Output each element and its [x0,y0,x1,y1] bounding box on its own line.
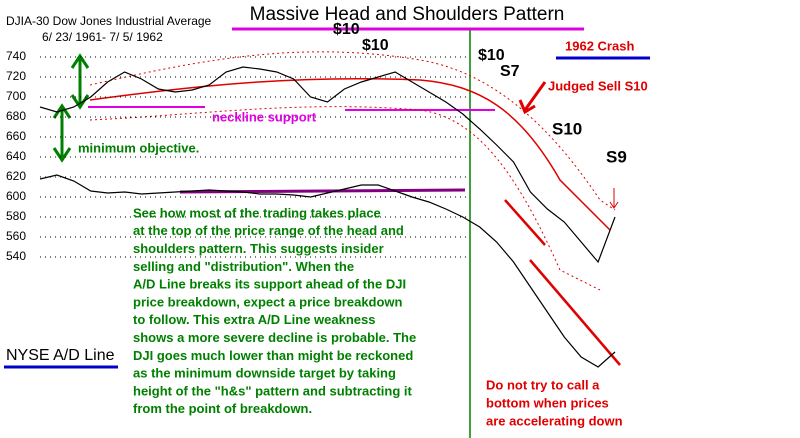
y-tick-label: 720 [6,69,26,83]
y-tick-label: 540 [6,249,26,263]
bottom-arrow [609,188,619,209]
series-line [39,66,616,264]
y-tick-label: 580 [6,209,26,223]
y-tick-label: 600 [6,189,26,203]
annotation: $10 [362,37,389,54]
annotation: A/D Line breaks its support ahead of the… [133,277,406,292]
annotation: height of the "h&s" pattern and subtract… [133,383,412,398]
annotation: as the minimum downside target by taking [133,366,396,381]
annotation: price breakdown, expect a price breakdow… [133,294,403,309]
annotation: shoulders pattern. This suggests insider [133,241,384,256]
chart-subtitle: DJIA-30 Dow Jones Industrial Average [6,14,212,28]
annotation: from the point of breakdown. [133,401,312,416]
trend-line [504,199,621,366]
annotation: Do not try to call a [486,377,600,392]
annotation: Judged Sell S10 [548,78,648,93]
y-tick-label: 660 [6,129,26,143]
series-line [39,174,616,368]
y-tick-label: 640 [6,149,26,163]
moving-average [89,77,611,231]
annotation: S7 [500,63,520,80]
ad-label: NYSE A/D Line [6,347,115,364]
annotation: to follow. This extra A/D Line weakness [133,312,375,327]
y-tick-label: 680 [6,109,26,123]
annotation: at the top of the price range of the hea… [133,223,404,238]
annotation: selling and "distribution". When the [133,259,354,274]
y-tick-label: 700 [6,89,26,103]
chart-title: Massive Head and Shoulders Pattern [250,4,565,25]
annotation: bottom when prices [486,395,609,410]
annotation: See how most of the trading takes place [133,205,381,220]
annotation: minimum objective. [78,140,199,155]
y-tick-label: 620 [6,169,26,183]
annotation: shows a more severe decline is probable.… [133,330,416,345]
annotation: $10 [478,47,505,64]
annotation: S10 [552,119,582,138]
annotation: DJI goes much lower than might be reckon… [133,348,413,363]
annotation: $10 [333,21,360,38]
band-lower [89,106,601,291]
y-tick-label: 740 [6,49,26,63]
annotation: 1962 Crash [565,38,634,53]
date-range: 6/ 23/ 1961- 7/ 5/ 1962 [42,30,163,44]
annotation: S9 [606,147,627,166]
objective-arrow [52,103,72,163]
y-tick-label: 560 [6,229,26,243]
sell-arrow [518,81,547,115]
annotation: are accelerating down [486,413,623,428]
annotation: neckline support [212,109,317,124]
